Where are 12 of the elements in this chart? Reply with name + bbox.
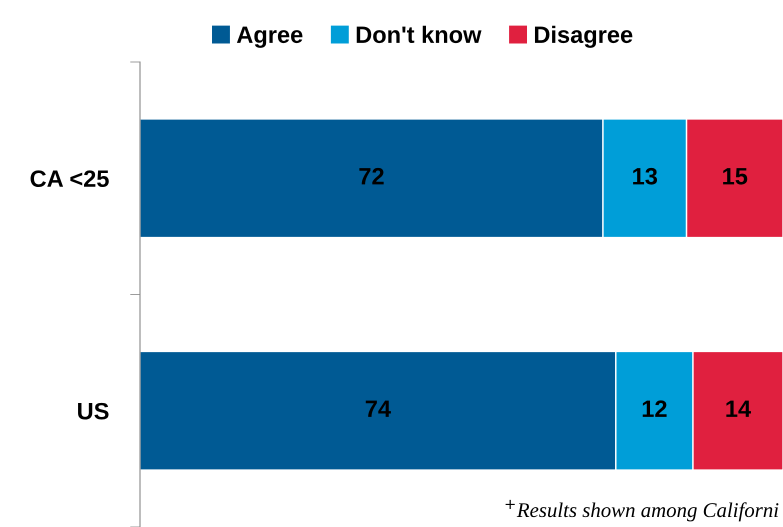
data-label: 12: [642, 400, 667, 417]
data-label: 15: [723, 168, 748, 185]
legend-label: Disagree: [534, 26, 632, 48]
legend-label: Agree: [236, 26, 302, 48]
data-label: 72: [359, 168, 384, 184]
data-label: 13: [633, 168, 658, 185]
annotation: $^{+}$Results shown among Californi: [506, 500, 778, 522]
y-tick-label: CA <25: [30, 170, 109, 188]
data-label: 14: [726, 400, 751, 417]
data-label: 74: [366, 400, 391, 417]
legend-label: Don't know: [356, 26, 482, 44]
y-tick-label: US: [78, 402, 109, 420]
